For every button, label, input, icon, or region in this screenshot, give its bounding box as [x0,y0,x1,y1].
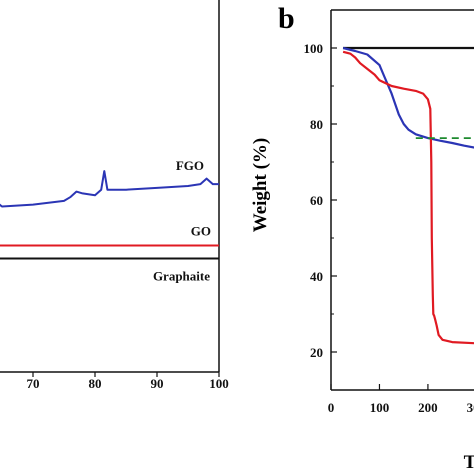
panel-b-x-tick-label: 200 [418,400,438,415]
panel-b-y-tick-label: 100 [304,41,324,56]
panel-b-plot-area [330,9,474,391]
panel-a-x-tick-label: 100 [209,376,229,391]
panel-b-y-tick-label: 60 [310,193,323,208]
panel-b: b Weight (%) T 20 40 60 80 100 0 100 200 300 [250,2,474,473]
panel-a-x-ticks: 60708090100 [27,372,229,391]
panel-b-x-tick-label: 300 [467,400,474,415]
panel-a-x-tick-label: 90 [151,376,164,391]
panel-b-label: b [278,2,295,35]
panel-b-x-tick-label: 100 [370,400,390,415]
panel-a-series-fgo [0,170,219,208]
panel-b-y-tick-label: 80 [310,117,323,132]
panel-b-y-axis-label: Weight (%) [250,138,271,232]
panel-b-series-red [342,50,474,345]
go-annotation: GO [191,224,211,239]
panel-b-y-tick-label: 40 [310,269,323,284]
panel-b-ticks: 20 40 60 80 100 0 100 200 300 [304,41,474,415]
panel-a-x-tick-label: 70 [27,376,40,391]
panel-b-series-blue [342,46,474,149]
panel-b-x-tick-label: 0 [328,400,335,415]
panel-b-y-tick-label: 20 [310,345,323,360]
panel-a-plot-area [0,0,220,373]
panel-a: 60708090100 FGO GO Graphaite [0,0,229,391]
fgo-annotation: FGO [176,158,204,173]
panel-a-x-tick-label: 80 [89,376,102,391]
panel-b-x-axis-label: T [464,452,474,473]
graphite-annotation: Graphaite [153,269,210,284]
